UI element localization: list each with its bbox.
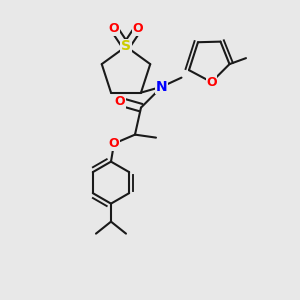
Text: O: O: [115, 95, 125, 108]
Text: O: O: [206, 76, 217, 88]
Text: O: O: [109, 22, 119, 35]
Text: O: O: [109, 137, 119, 150]
Text: S: S: [121, 40, 131, 53]
Text: O: O: [133, 22, 143, 35]
Text: N: N: [156, 80, 168, 94]
